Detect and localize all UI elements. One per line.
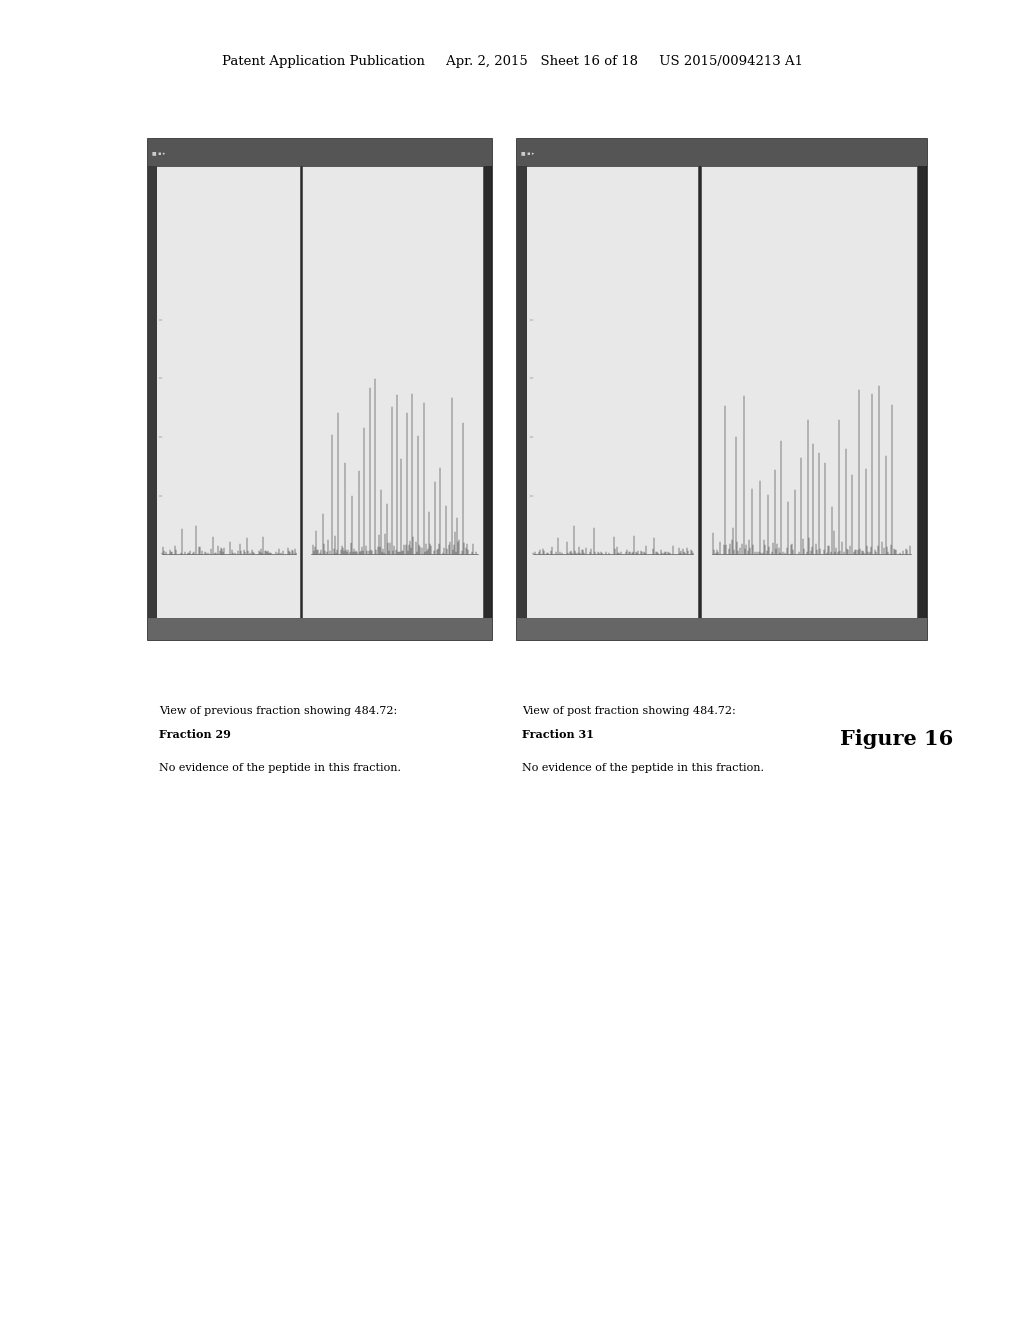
- Bar: [148, 166, 157, 618]
- Bar: [148, 139, 492, 640]
- Bar: [517, 166, 527, 618]
- Text: Patent Application Publication     Apr. 2, 2015   Sheet 16 of 18     US 2015/009: Patent Application Publication Apr. 2, 2…: [221, 55, 803, 69]
- Bar: [148, 618, 492, 640]
- Text: Fraction 31: Fraction 31: [522, 729, 594, 739]
- Text: Fraction 29: Fraction 29: [159, 729, 230, 739]
- Text: View of previous fraction showing 484.72:: View of previous fraction showing 484.72…: [159, 706, 397, 717]
- Text: No evidence of the peptide in this fraction.: No evidence of the peptide in this fract…: [522, 763, 764, 774]
- Text: View of post fraction showing 484.72:: View of post fraction showing 484.72:: [522, 706, 736, 717]
- Bar: [517, 139, 927, 640]
- Text: ■ ▪ ▸: ■ ▪ ▸: [152, 150, 165, 154]
- Bar: [517, 618, 927, 640]
- Bar: [517, 139, 927, 166]
- Bar: [148, 139, 492, 166]
- Text: ■ ▪ ▸: ■ ▪ ▸: [521, 150, 535, 154]
- Text: Figure 16: Figure 16: [840, 729, 953, 750]
- Text: No evidence of the peptide in this fraction.: No evidence of the peptide in this fract…: [159, 763, 400, 774]
- Bar: [700, 166, 916, 618]
- Bar: [151, 166, 300, 618]
- Bar: [302, 166, 483, 618]
- Bar: [519, 166, 697, 618]
